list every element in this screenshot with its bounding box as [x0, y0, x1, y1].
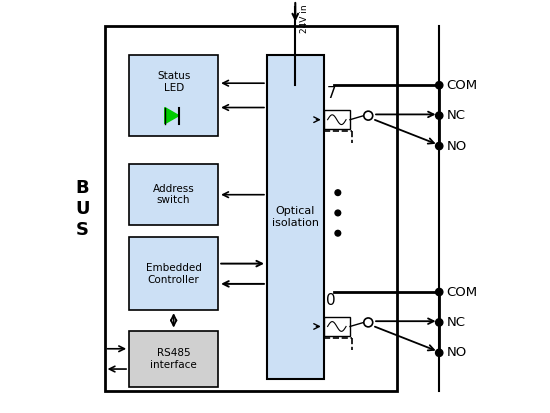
FancyBboxPatch shape	[129, 330, 218, 387]
Text: 24V in: 24V in	[300, 4, 309, 33]
Text: 7: 7	[326, 86, 336, 101]
FancyBboxPatch shape	[129, 237, 218, 310]
Circle shape	[364, 318, 373, 327]
Circle shape	[436, 288, 443, 296]
Circle shape	[436, 142, 443, 150]
Circle shape	[335, 210, 340, 216]
FancyBboxPatch shape	[129, 55, 218, 136]
Text: Embedded
Controller: Embedded Controller	[146, 263, 201, 285]
Circle shape	[436, 112, 443, 119]
Text: RS485
interface: RS485 interface	[150, 348, 197, 370]
Circle shape	[436, 319, 443, 326]
FancyBboxPatch shape	[129, 164, 218, 225]
Circle shape	[335, 190, 340, 195]
Text: NC: NC	[447, 316, 465, 329]
Text: Optical
isolation: Optical isolation	[272, 206, 319, 228]
Circle shape	[335, 230, 340, 236]
Text: NO: NO	[447, 140, 467, 152]
FancyBboxPatch shape	[323, 317, 350, 336]
Text: 0: 0	[326, 293, 336, 308]
Text: COM: COM	[447, 79, 477, 92]
Text: B
U
S: B U S	[75, 179, 90, 239]
Circle shape	[436, 82, 443, 89]
Text: COM: COM	[447, 285, 477, 299]
Text: NO: NO	[447, 347, 467, 359]
FancyBboxPatch shape	[104, 26, 397, 392]
Text: Address
switch: Address switch	[153, 184, 195, 206]
FancyBboxPatch shape	[323, 110, 350, 129]
Text: Status
LED: Status LED	[157, 71, 190, 93]
Circle shape	[364, 111, 373, 120]
FancyBboxPatch shape	[267, 55, 323, 379]
Text: NC: NC	[447, 109, 465, 122]
Circle shape	[436, 349, 443, 356]
Polygon shape	[164, 107, 179, 124]
